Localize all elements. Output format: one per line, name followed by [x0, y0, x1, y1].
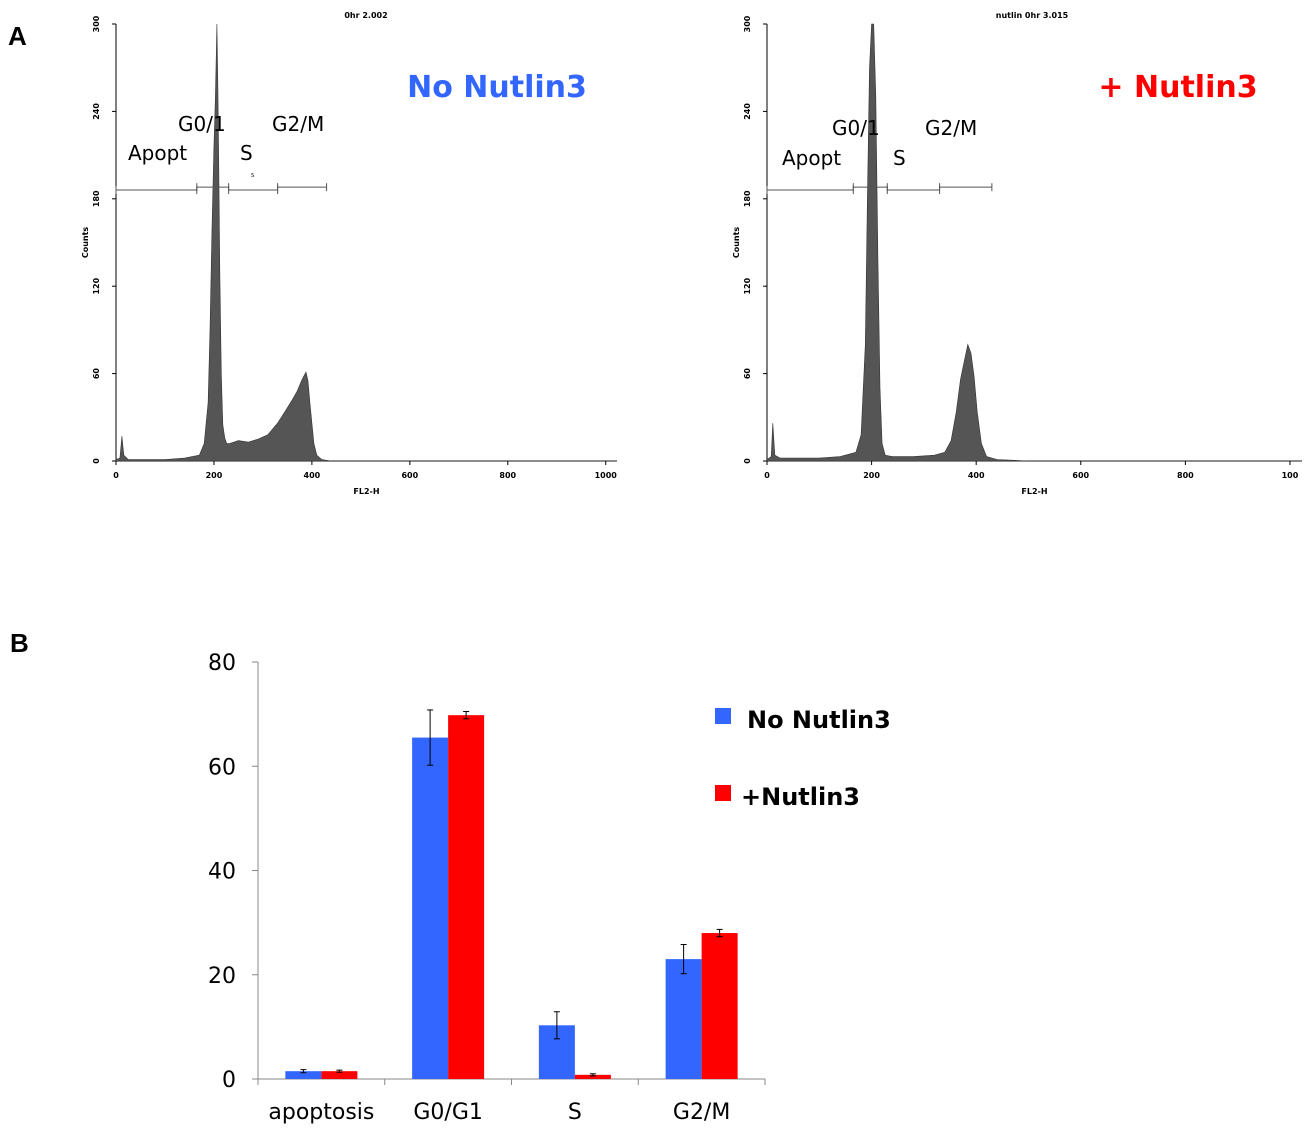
y-tick-label: 120	[92, 277, 101, 294]
x-tick-label: 200	[206, 471, 223, 480]
y-tick-label: 60	[208, 755, 236, 780]
bar-chart-cell-cycle: 0 20 40 60 80 apoptosis G0/G1 S G2/M No Nutlin3 +N…	[208, 651, 891, 1125]
bar-no-nutlin	[665, 959, 702, 1079]
legend-swatch-no-nutlin	[715, 708, 731, 724]
x-axis-label: FL2-H	[353, 487, 379, 496]
y-tick-label: 0	[222, 1068, 236, 1093]
x-tick-label: 400	[968, 471, 985, 480]
x-tick-label: G0/G1	[413, 1100, 483, 1125]
histogram-area	[115, 23, 617, 462]
x-tick-label: 200	[863, 471, 880, 480]
gate-label-s: S	[893, 146, 906, 170]
x-tick-label: 600	[1072, 471, 1089, 480]
x-tick-label: 400	[304, 471, 321, 480]
x-tick-label: 800	[1177, 471, 1194, 480]
bar-no-nutlin	[412, 737, 449, 1079]
gate-label-g2m: G2/M	[272, 112, 324, 136]
histogram-area	[766, 23, 1302, 462]
panel-label-b: B	[10, 628, 29, 658]
gate-label-g2m: G2/M	[925, 116, 977, 140]
panel-label-a: A	[8, 21, 27, 51]
x-tick-label: 0	[764, 471, 770, 480]
x-tick-label: G2/M	[673, 1100, 730, 1125]
y-tick-label: 240	[743, 103, 752, 120]
histogram-no-nutlin: 0 200 400 600 800 1000 0 60 120 180 240 300 FL2-H Cou…	[81, 11, 617, 496]
y-tick-label: 60	[743, 368, 752, 380]
x-tick-label: S	[568, 1100, 582, 1125]
y-tick-label: 60	[92, 368, 101, 380]
y-tick-label: 300	[743, 15, 752, 32]
bar-no-nutlin	[285, 1071, 322, 1079]
gate-label-g01: G0/1	[178, 112, 226, 136]
legend-swatch-nutlin	[715, 785, 731, 801]
x-tick-label: 0	[113, 471, 119, 480]
y-tick-label: 300	[92, 15, 101, 32]
gate-sublabel: S	[251, 173, 254, 179]
legend-label-no-nutlin: No Nutlin3	[747, 706, 891, 734]
chart-title: nutlin 0hr 3.015	[996, 11, 1069, 20]
gate-label-apopt: Apopt	[128, 141, 187, 165]
y-axis-label: Counts	[732, 227, 741, 259]
gate-label-apopt: Apopt	[782, 146, 841, 170]
y-tick-label: 180	[92, 190, 101, 207]
x-tick-label: 600	[401, 471, 418, 480]
y-tick-label: 180	[743, 190, 752, 207]
y-tick-label: 240	[92, 103, 101, 120]
x-tick-label: 800	[499, 471, 516, 480]
y-tick-label: 40	[208, 860, 236, 885]
y-tick-label: 20	[208, 964, 236, 989]
condition-annotation: No Nutlin3	[407, 70, 587, 105]
y-tick-label: 0	[743, 458, 752, 464]
gate-label-s: S	[240, 141, 253, 165]
y-tick-label: 0	[92, 458, 101, 464]
bar-nutlin	[574, 1074, 611, 1079]
bar-nutlin	[448, 715, 485, 1079]
bar-nutlin	[701, 933, 738, 1079]
x-tick-label: 1000	[595, 471, 618, 480]
x-axis-label: FL2-H	[1021, 487, 1047, 496]
x-tick-label: apoptosis	[268, 1100, 374, 1125]
bar-nutlin	[321, 1071, 358, 1079]
x-tick-label: 100	[1282, 471, 1299, 480]
y-tick-label: 120	[743, 277, 752, 294]
y-tick-label: 80	[208, 651, 236, 676]
condition-annotation: + Nutlin3	[1098, 70, 1257, 105]
chart-title: 0hr 2.002	[344, 11, 387, 20]
legend-label-nutlin: +Nutlin3	[741, 783, 860, 811]
y-axis-label: Counts	[81, 227, 90, 259]
gate-label-g01: G0/1	[832, 116, 880, 140]
histogram-nutlin: 0 200 400 600 800 100060120180240300FL2-HCoun…	[732, 11, 1302, 496]
